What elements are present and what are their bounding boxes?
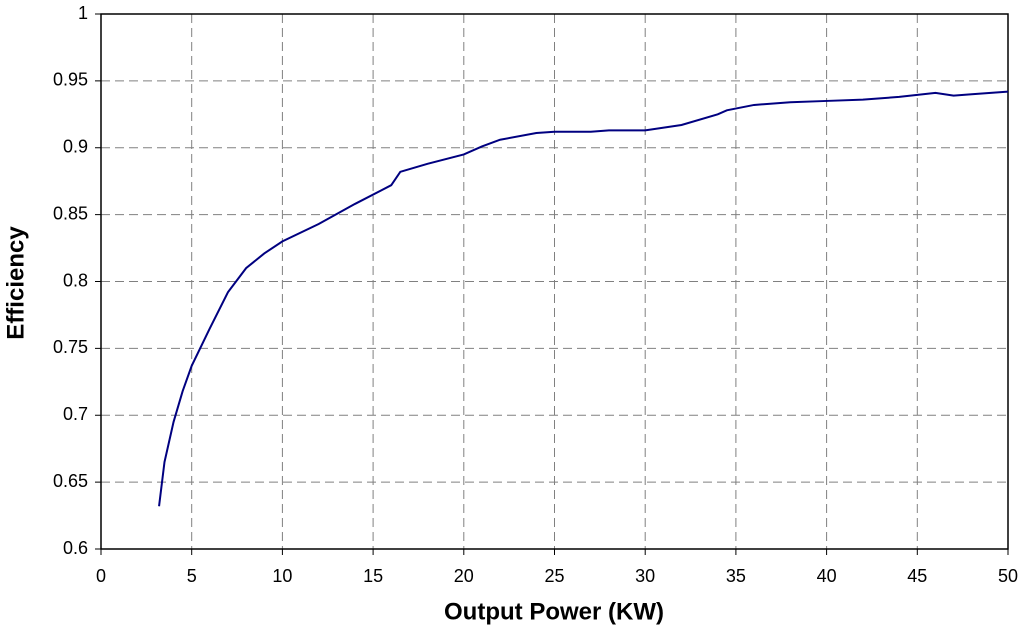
y-tick-label: 0.6 — [63, 538, 88, 558]
x-tick-label: 25 — [544, 566, 564, 586]
y-tick-label: 1 — [78, 3, 88, 23]
plot-border — [100, 13, 1009, 550]
x-tick-label: 10 — [272, 566, 292, 586]
y-tick-label: 0.75 — [53, 337, 88, 357]
x-tick-label: 30 — [635, 566, 655, 586]
x-tick-label: 35 — [726, 566, 746, 586]
x-axis-title: Output Power (KW) — [444, 598, 664, 625]
y-tick-label: 0.65 — [53, 471, 88, 491]
x-tick-label: 20 — [454, 566, 474, 586]
y-axis-title: Efficiency — [2, 226, 29, 340]
y-tick-label: 0.7 — [63, 404, 88, 424]
y-tick-label: 0.9 — [63, 137, 88, 157]
x-tick-label: 50 — [998, 566, 1018, 586]
x-tick-label: 5 — [187, 566, 197, 586]
y-tick-label: 0.95 — [53, 70, 88, 90]
data-line — [158, 90, 1009, 507]
y-tick-label: 0.85 — [53, 203, 88, 223]
y-tick-label: 0.8 — [63, 270, 88, 290]
x-tick-label: 0 — [96, 566, 106, 586]
x-tick-label: 15 — [363, 566, 383, 586]
x-tick-label: 45 — [907, 566, 927, 586]
x-tick-label: 40 — [817, 566, 837, 586]
